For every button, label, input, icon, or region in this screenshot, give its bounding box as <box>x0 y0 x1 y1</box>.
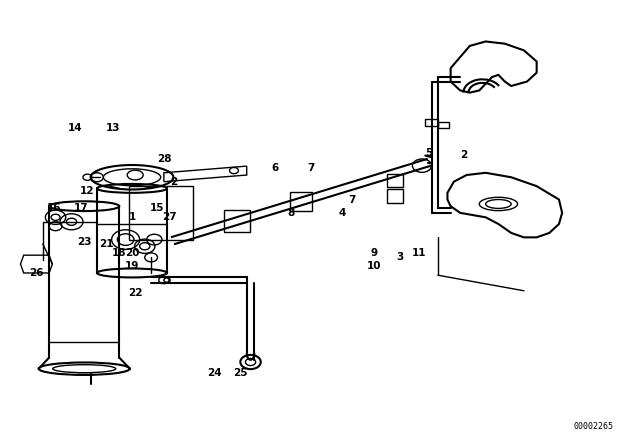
Text: 5: 5 <box>425 148 432 158</box>
Text: 19: 19 <box>125 261 140 271</box>
Text: 25: 25 <box>233 368 248 378</box>
Text: 12: 12 <box>80 185 95 196</box>
Text: 10: 10 <box>367 261 381 271</box>
Text: 9: 9 <box>371 248 378 258</box>
Text: 8: 8 <box>288 208 295 218</box>
Text: 28: 28 <box>157 155 171 164</box>
Text: 16: 16 <box>47 203 61 213</box>
Text: 00002265: 00002265 <box>573 422 613 431</box>
Text: 7: 7 <box>307 164 314 173</box>
Text: 26: 26 <box>29 268 44 278</box>
Text: 18: 18 <box>112 248 127 258</box>
Text: 22: 22 <box>128 288 143 298</box>
Text: 24: 24 <box>207 368 222 378</box>
Text: 2: 2 <box>460 150 467 160</box>
Text: 3: 3 <box>396 252 403 263</box>
Text: 21: 21 <box>99 239 114 249</box>
Text: 7: 7 <box>348 194 356 205</box>
Text: 14: 14 <box>67 123 82 133</box>
Text: 23: 23 <box>77 237 92 247</box>
Text: 17: 17 <box>74 203 88 213</box>
Bar <box>425 119 438 126</box>
Text: 11: 11 <box>412 248 426 258</box>
Text: 20: 20 <box>125 248 140 258</box>
Bar <box>225 210 250 232</box>
Bar <box>387 189 403 202</box>
Bar <box>290 192 312 211</box>
Text: 27: 27 <box>162 212 176 222</box>
Text: 1: 1 <box>129 212 136 222</box>
Text: 6: 6 <box>272 164 279 173</box>
Bar <box>438 121 449 128</box>
Bar <box>387 174 403 187</box>
Text: 13: 13 <box>106 123 120 133</box>
Bar <box>129 186 193 240</box>
Text: 2: 2 <box>170 177 177 187</box>
Text: 4: 4 <box>339 208 346 218</box>
Text: 15: 15 <box>150 203 164 213</box>
